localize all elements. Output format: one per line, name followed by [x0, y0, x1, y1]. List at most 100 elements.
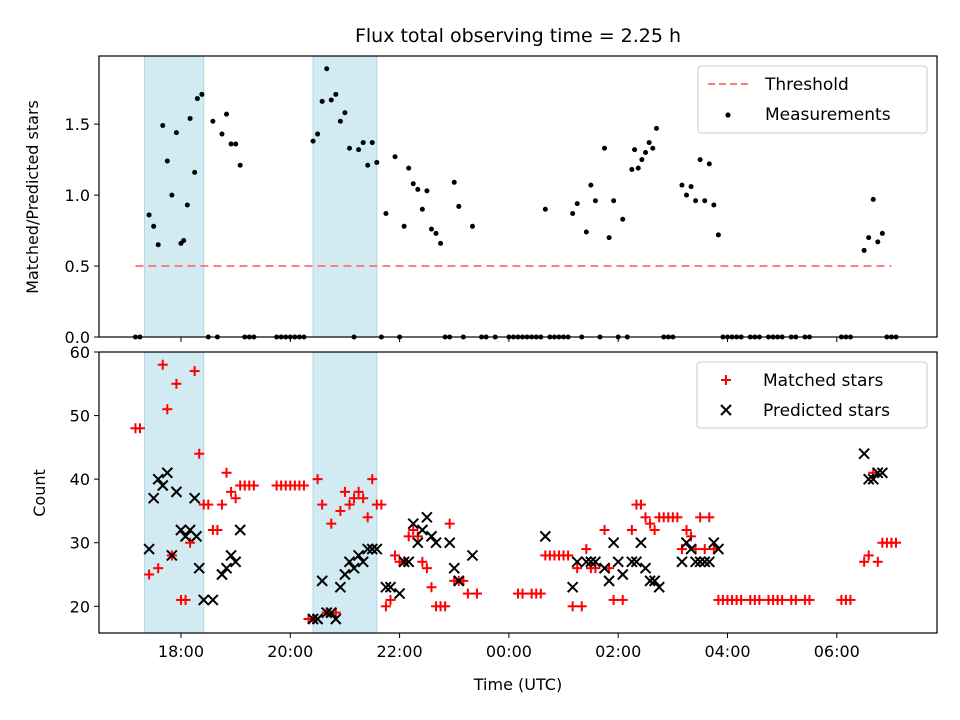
legend-measurements-swatch [725, 112, 731, 118]
y-tick-label: 1.0 [65, 186, 90, 205]
measurement-point [469, 223, 475, 229]
predicted-point [876, 467, 889, 479]
measurement-point [155, 242, 161, 248]
matched-point [777, 594, 788, 605]
predicted-point [689, 556, 702, 568]
measurement-point [237, 162, 243, 168]
matched-point [362, 512, 373, 523]
legend-predicted-swatch [720, 404, 732, 416]
measurement-point [632, 147, 638, 153]
x-tick-label: 18:00 [158, 642, 204, 661]
measurement-point [679, 182, 685, 188]
measurement-point [693, 198, 699, 204]
y-tick-label: 60 [70, 343, 90, 362]
measurement-point [151, 223, 157, 229]
measurement-point [866, 235, 872, 241]
predicted-point [384, 581, 397, 593]
predicted-point [311, 613, 324, 625]
measurement-point [369, 140, 375, 146]
matched-point [171, 378, 182, 389]
shaded-interval [144, 351, 205, 634]
matched-point [376, 499, 387, 510]
y-tick-label: 50 [70, 407, 90, 426]
measurement-point [588, 182, 594, 188]
measurement-point [192, 169, 198, 175]
matched-point [189, 366, 200, 377]
y-tick-label: 0.5 [65, 257, 90, 276]
matched-point [367, 474, 378, 485]
measurement-point [702, 198, 708, 204]
predicted-point [321, 606, 333, 619]
matched-point [754, 594, 765, 605]
predicted-point [680, 537, 693, 549]
predicted-point [366, 543, 378, 555]
measurement-point [611, 198, 617, 204]
measurement-point [643, 150, 649, 156]
predicted-point [585, 556, 597, 568]
measurement-point [574, 201, 580, 207]
measurement-point [410, 181, 416, 187]
y-tick-label: 1.5 [65, 115, 90, 134]
matched-point [736, 594, 747, 605]
matched-point [426, 582, 437, 593]
predicted-point [147, 492, 160, 504]
predicted-point [708, 537, 720, 549]
measurement-point [337, 118, 343, 124]
matched-point [472, 588, 483, 599]
matched-point [608, 594, 619, 605]
predicted-point [380, 581, 392, 593]
predicted-point [448, 562, 460, 574]
legend-matched-label: Matched stars [763, 371, 883, 391]
measurement-point [146, 212, 152, 218]
measurement-point [324, 66, 330, 72]
matched-point [599, 525, 610, 536]
measurement-point [160, 123, 166, 129]
measurement-point [184, 202, 190, 208]
matched-point [645, 518, 656, 529]
matched-point [326, 518, 337, 529]
matched-point [358, 493, 369, 504]
matched-point [180, 594, 191, 605]
predicted-point [343, 556, 356, 568]
predicted-point [190, 530, 203, 543]
y-tick-label: 40 [70, 470, 90, 489]
measurement-point [428, 226, 434, 232]
legend-threshold-label: Threshold [764, 75, 849, 95]
ratio-panel: 0.0 0.5 1.0 1.5 Matched/Predicted stars Thr… [23, 55, 938, 347]
predicted-point [612, 556, 624, 568]
predicted-point [712, 543, 725, 555]
predicted-point [676, 556, 688, 568]
measurement-point [542, 206, 548, 212]
measurement-point [650, 145, 656, 151]
matched-point [863, 550, 874, 561]
predicted-point [330, 613, 342, 625]
matched-point [408, 525, 419, 536]
predicted-point [648, 575, 661, 587]
legend-measurements-label: Measurements [765, 105, 891, 125]
measurement-point [415, 186, 421, 192]
matched-point [649, 525, 660, 536]
predicted-point [425, 530, 438, 543]
predicted-point [639, 562, 652, 574]
predicted-point [316, 575, 328, 587]
predicted-point [539, 530, 552, 543]
matched-point [440, 601, 451, 612]
predicted-point [603, 575, 615, 587]
measurement-point [653, 125, 659, 131]
matched-point [349, 493, 360, 504]
measurement-point [875, 239, 881, 245]
matched-point [859, 556, 870, 567]
predicted-point [466, 549, 479, 562]
measurement-point [219, 131, 225, 137]
measurement-point [438, 240, 444, 246]
measurement-point [711, 202, 717, 208]
measurement-point [356, 147, 362, 153]
predicted-point [229, 556, 242, 568]
matched-point [134, 423, 145, 434]
count-legend: Matched stars Predicted stars [696, 361, 928, 429]
measurement-point [360, 140, 366, 146]
measurement-point [697, 157, 703, 163]
predicted-point [653, 581, 665, 593]
measurement-point [861, 247, 867, 253]
